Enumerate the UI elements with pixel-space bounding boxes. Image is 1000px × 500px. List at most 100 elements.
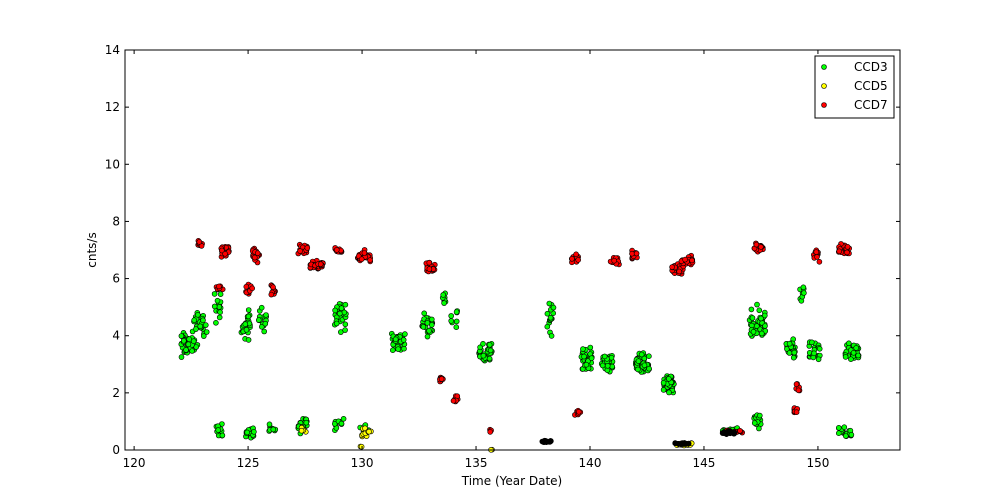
data-point-ccd3 [340,415,347,422]
data-point-ccd7 [793,409,800,416]
data-point-ccd3 [216,314,223,321]
legend-marker-ccd7 [821,102,827,108]
data-point-ccd3 [211,291,218,297]
data-point-ccd3 [338,305,345,312]
data-point-ccd7 [844,249,850,256]
data-point-ccd3 [666,389,672,396]
y-tick-label: 8 [112,214,120,228]
data-point-ccd7 [426,266,433,272]
data-point-ccd3 [197,323,203,330]
data-point-ccd3 [786,340,793,347]
x-tick-label: 120 [123,456,146,470]
data-point-ccd7 [254,250,261,256]
legend-label-ccd7: CCD7 [854,98,888,112]
data-point-ccd3 [261,328,268,335]
data-point-ccd3 [195,311,201,318]
data-point-other [722,430,728,436]
data-point-ccd7 [676,268,683,275]
data-point-ccd3 [801,290,807,296]
data-point-ccd3 [762,323,768,329]
data-point-ccd3 [448,318,455,324]
data-point-ccd3 [211,303,218,310]
data-point-ccd3 [609,363,616,370]
data-point-ccd3 [660,379,667,386]
data-point-ccd3 [665,375,672,382]
y-tick-label: 10 [105,157,120,171]
data-point-ccd7 [737,427,743,434]
legend-label-ccd5: CCD5 [854,79,888,93]
data-point-ccd3 [791,349,798,356]
data-point-ccd3 [178,354,185,360]
data-point-ccd3 [800,284,807,291]
data-point-ccd3 [336,310,343,317]
data-point-ccd3 [660,387,667,393]
data-point-other [681,440,688,446]
data-point-ccd3 [835,430,842,437]
y-tick-label: 4 [112,329,120,343]
legend-marker-ccd3 [821,64,827,70]
y-tick-label: 14 [105,43,120,57]
data-point-ccd7 [682,256,688,263]
data-point-ccd3 [486,341,493,348]
plot-frame [124,49,901,451]
data-point-ccd3 [193,326,199,332]
data-point-ccd3 [258,323,265,330]
data-point-ccd7 [270,284,276,291]
data-point-ccd3 [583,361,590,368]
data-point-ccd3 [245,307,252,313]
data-point-ccd3 [635,358,642,365]
data-point-ccd7 [438,376,445,382]
data-point-ccd3 [853,345,860,351]
data-point-ccd3 [214,297,221,304]
data-point-ccd3 [217,291,224,298]
data-point-ccd3 [601,353,608,360]
data-point-ccd7 [450,397,457,404]
data-point-ccd3 [392,336,399,343]
data-point-ccd3 [400,337,407,343]
y-axis: 0 2 4 6 8 10 12 14 [105,43,900,457]
data-point-ccd7 [753,241,760,248]
data-point-ccd3 [245,313,252,320]
data-point-other [727,430,734,437]
x-tick-label: 130 [351,456,374,470]
data-point-ccd3 [544,323,551,330]
data-point-ccd3 [751,420,758,426]
data-point-ccd3 [244,429,250,436]
data-point-ccd3 [332,307,338,314]
data-point-ccd7 [836,248,843,255]
data-point-ccd3 [546,300,553,307]
data-point-ccd3 [848,431,855,438]
data-point-ccd7 [219,247,225,254]
data-point-ccd7 [611,257,618,264]
x-tick-label: 140 [579,456,602,470]
data-point-ccd7 [669,264,675,270]
data-point-ccd3 [303,419,310,426]
y-axis-label: cnts/s [85,232,99,267]
data-point-ccd7 [304,245,311,251]
data-point-ccd7 [317,261,324,268]
y-tick-label: 12 [105,100,120,114]
data-point-ccd7 [222,251,228,257]
data-point-ccd3 [749,315,756,321]
data-point-ccd3 [421,310,428,317]
y-tick-label: 2 [112,386,120,400]
data-point-ccd3 [203,329,210,335]
data-point-ccd3 [599,362,606,369]
data-point-ccd3 [453,324,460,331]
data-point-ccd3 [848,356,854,363]
data-point-ccd3 [748,306,755,313]
data-point-ccd3 [808,339,815,346]
data-point-ccd3 [245,337,252,343]
data-point-ccd5 [366,428,372,435]
data-point-ccd7 [573,251,579,258]
data-point-ccd3 [185,341,192,348]
data-point-ccd3 [215,427,221,433]
data-point-ccd3 [342,301,349,308]
data-point-ccd3 [544,310,551,317]
data-point-ccd3 [635,366,641,373]
data-point-ccd7 [575,408,582,415]
legend: CCD3 CCD5 CCD7 [814,55,895,119]
data-point-ccd3 [638,351,645,358]
data-point-ccd7 [633,250,640,257]
